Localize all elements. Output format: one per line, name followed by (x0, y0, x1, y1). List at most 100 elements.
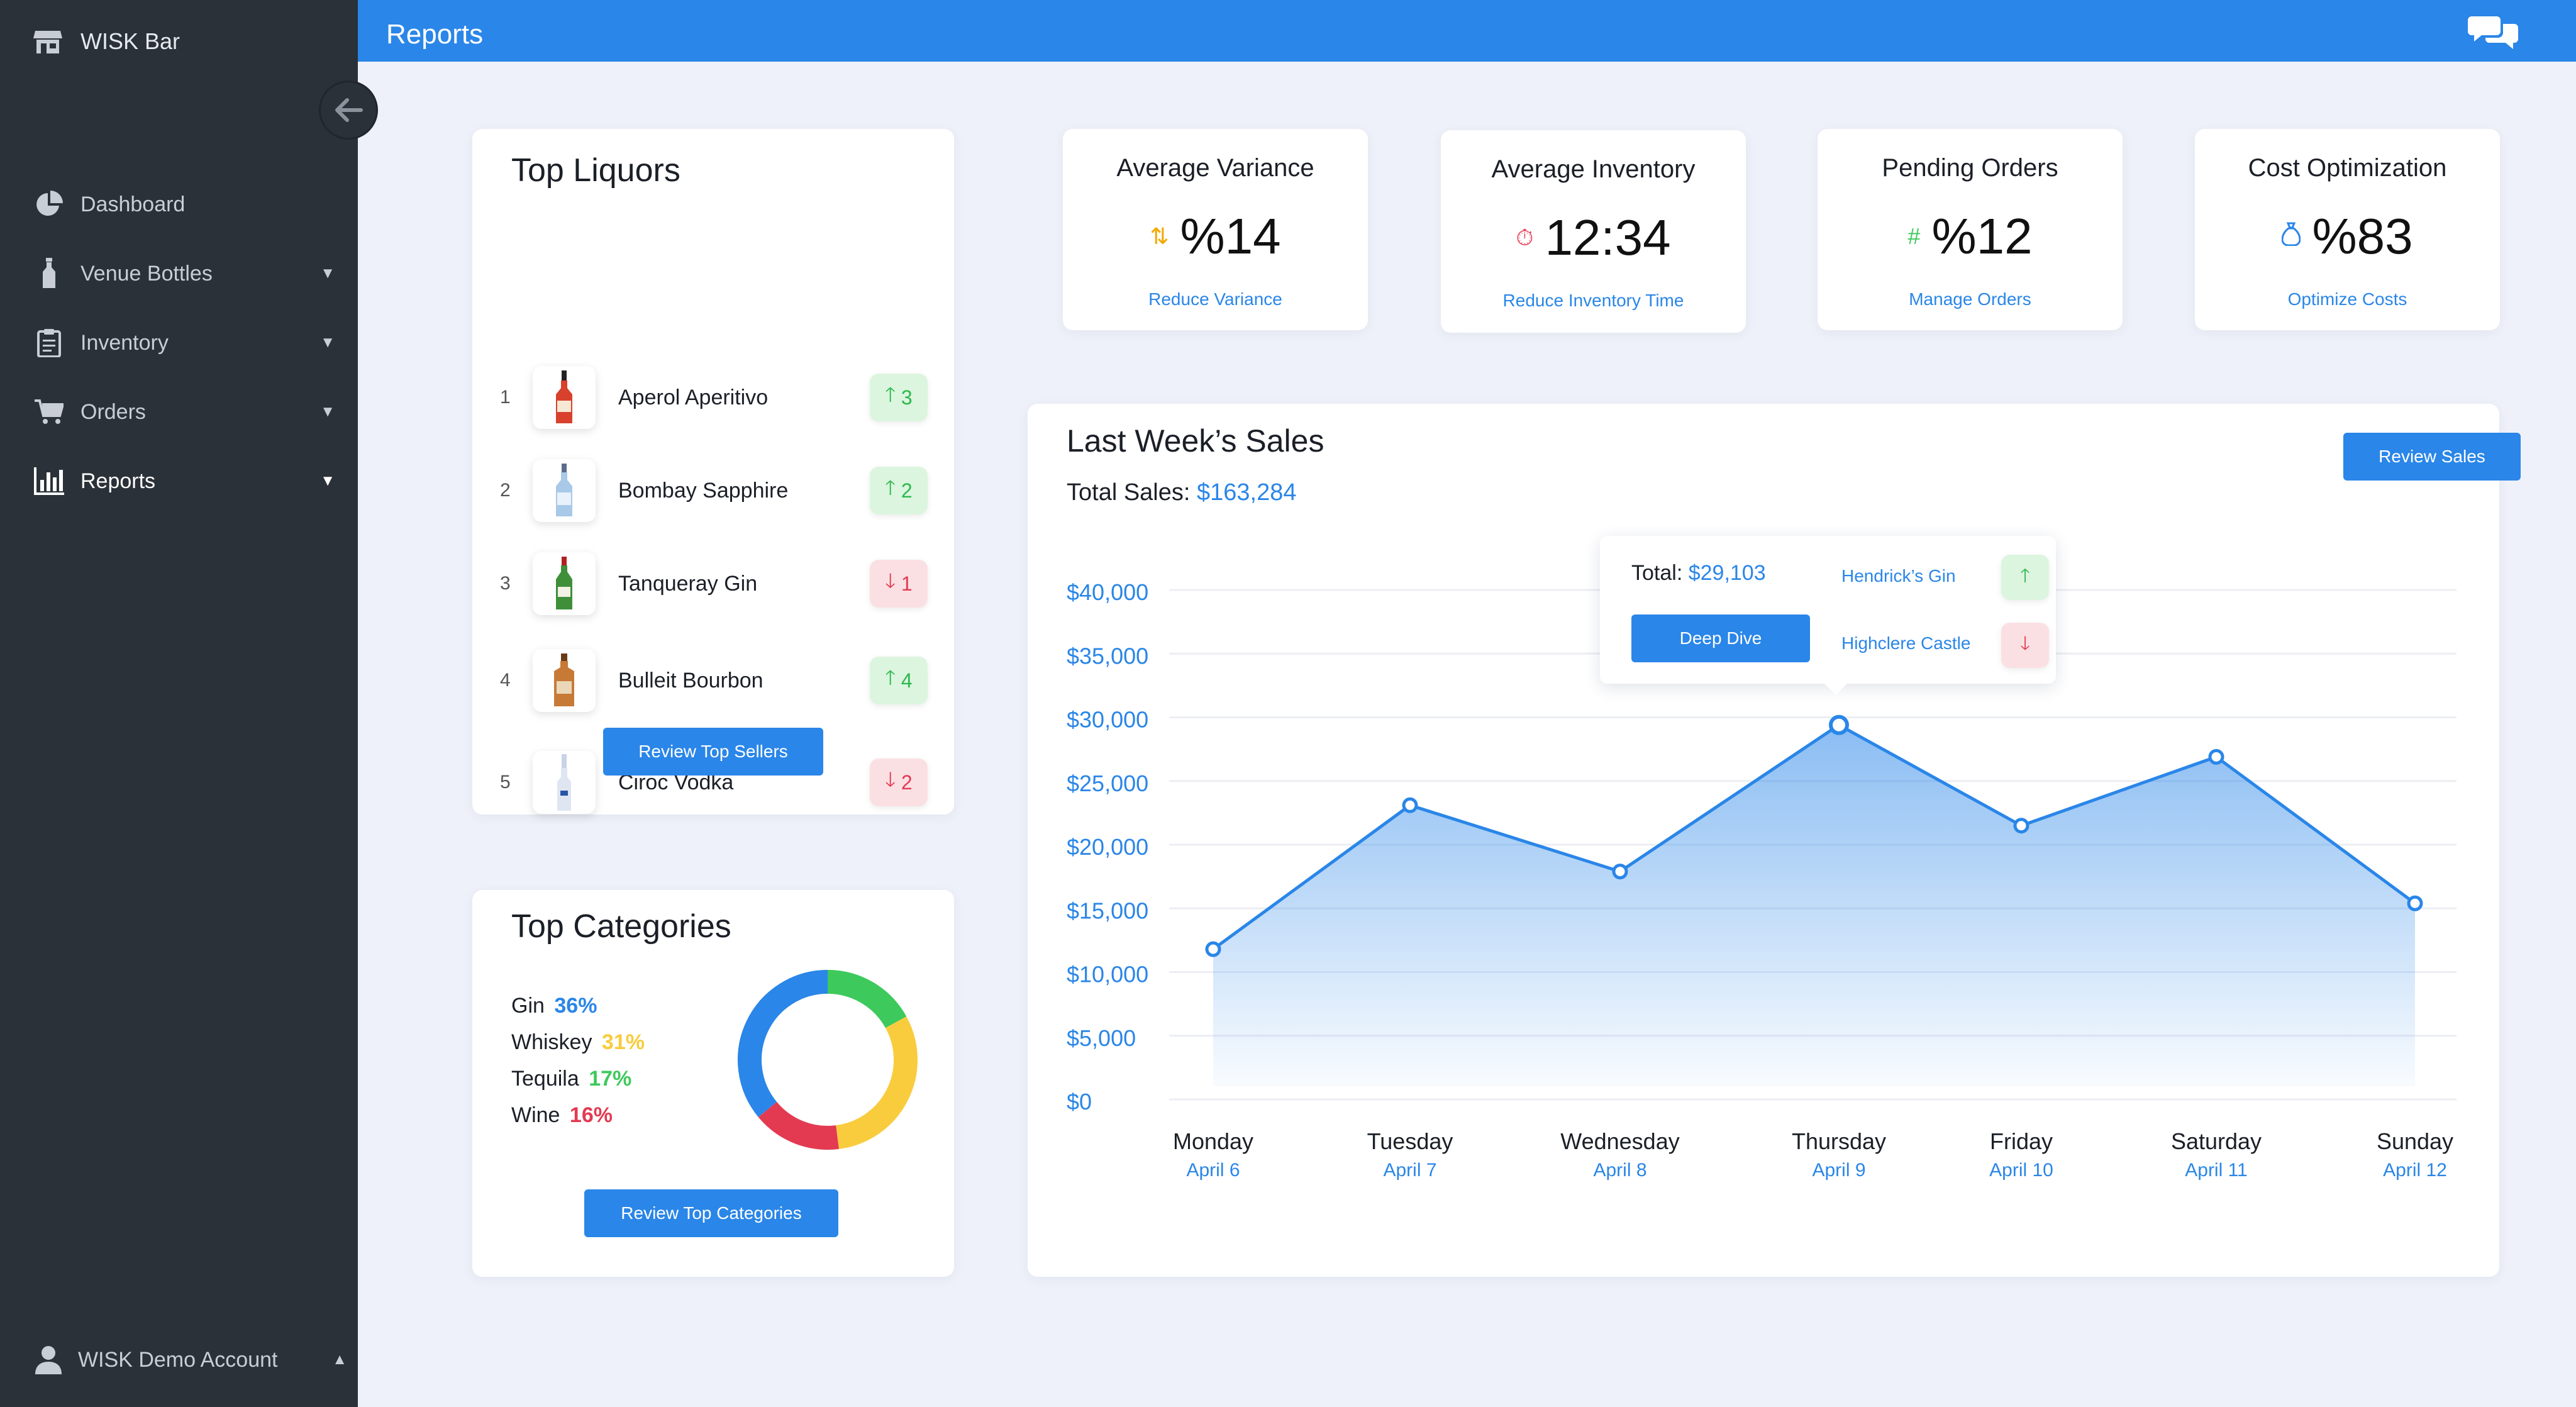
total-sales: Total Sales: $163,284 (1067, 479, 1297, 506)
trend-value: 2 (901, 770, 913, 794)
data-point[interactable] (2208, 748, 2224, 765)
swap-arrows-icon: ⇅ (1150, 223, 1169, 249)
sidebar-item-venue-bottles[interactable]: Venue Bottles ▼ (0, 239, 358, 308)
kpi-card-pending-orders: Pending Orders # %12 Manage Orders (1818, 129, 2123, 330)
rank-number: 4 (500, 670, 511, 691)
data-point[interactable] (1205, 941, 1221, 957)
x-subtick-label: April 7 (1383, 1160, 1436, 1181)
top-categories-card: Top Categories Gin 36% Whiskey 31% Tequi… (472, 890, 954, 1277)
reduce-inventory-time-link[interactable]: Reduce Inventory Time (1502, 291, 1684, 310)
arrow-down-icon: 🡓 (885, 569, 896, 592)
trend-badge: 🡑 2 (870, 467, 928, 514)
sidebar-item-inventory[interactable]: Inventory ▼ (0, 308, 358, 377)
x-tick-label: Friday (1990, 1128, 2053, 1154)
kpi-value-row: %83 (2195, 208, 2500, 265)
caret-up-icon: ▲ (332, 1351, 347, 1368)
user-icon (33, 1344, 64, 1376)
store-icon (33, 26, 63, 57)
list-item[interactable]: 4 Bulleit Bourbon 🡑 4 (500, 646, 928, 715)
kpi-value-row: # %12 (1818, 208, 2123, 265)
donut-slice-gin (738, 970, 828, 1118)
caret-down-icon: ▼ (320, 334, 335, 351)
trend-value: 2 (901, 479, 913, 502)
account-menu[interactable]: WISK Demo Account ▲ (33, 1341, 347, 1379)
sidebar-item-orders[interactable]: Orders ▼ (0, 377, 358, 447)
y-tick-label: $10,000 (1067, 962, 1148, 987)
caret-down-icon: ▼ (320, 472, 335, 489)
tooltip-item-link[interactable]: Highclere Castle (1841, 633, 1971, 653)
liquor-name: Aperol Aperitivo (618, 385, 769, 409)
kpi-title: Cost Optimization (2248, 154, 2447, 182)
category-item: Tequila 17% (511, 1060, 645, 1097)
caret-down-icon: ▼ (320, 265, 335, 282)
sidebar-item-label: Inventory (80, 330, 169, 355)
bottle-image (533, 751, 596, 814)
tooltip-total-label: Total: (1631, 561, 1683, 585)
sidebar-item-label: Reports (80, 469, 156, 493)
kpi-title: Average Variance (1116, 154, 1314, 182)
kpi-value: 12:34 (1545, 209, 1671, 265)
header-bar: Reports (358, 0, 2576, 62)
data-point[interactable] (2013, 818, 2029, 834)
list-item[interactable]: 5 Ciroc Vodka 🡓 2 (500, 748, 928, 817)
list-item[interactable]: 3 Tanqueray Gin 🡓 1 (500, 549, 928, 618)
x-tick-label: Monday (1173, 1128, 1253, 1154)
category-pct: 16% (569, 1103, 613, 1127)
y-tick-label: $25,000 (1067, 770, 1148, 796)
trend-badge: 🡑 4 (870, 657, 928, 704)
trend-value: 4 (901, 669, 913, 692)
category-name: Gin (511, 994, 545, 1018)
x-subtick-label: April 6 (1186, 1160, 1240, 1181)
review-top-sellers-button[interactable]: Review Top Sellers (603, 728, 823, 776)
arrow-up-icon: 🡑 (885, 476, 896, 499)
data-point[interactable] (1612, 864, 1628, 880)
bottle-icon (33, 257, 65, 290)
category-name: Wine (511, 1103, 560, 1127)
card-title: Top Categories (511, 908, 731, 945)
chat-icon[interactable] (2468, 14, 2518, 52)
kpi-value-row: ⏱ 12:34 (1441, 209, 1746, 267)
kpi-card-average-inventory: Average Inventory ⏱ 12:34 Reduce Inventor… (1441, 130, 1746, 333)
tooltip-item-link[interactable]: Hendrick’s Gin (1841, 566, 1956, 586)
hash-icon: # (1907, 223, 1921, 249)
kpi-title: Average Inventory (1491, 155, 1696, 183)
data-point[interactable] (2407, 895, 2423, 911)
bottle-image (533, 459, 596, 522)
kpi-title: Pending Orders (1882, 154, 2058, 182)
list-item[interactable]: 2 Bombay Sapphire 🡑 2 (500, 456, 928, 525)
list-item[interactable]: 1 Aperol Aperitivo 🡑 3 (500, 363, 928, 432)
manage-orders-link[interactable]: Manage Orders (1909, 289, 2031, 309)
bar-chart-icon (33, 465, 65, 498)
tooltip-total: Total: $29,103 (1631, 561, 1766, 586)
donut-slice-tequila (827, 970, 907, 1028)
clipboard-icon (33, 326, 65, 359)
cart-icon (33, 396, 65, 428)
kpi-value: %83 (2312, 208, 2413, 264)
data-point[interactable] (1402, 797, 1418, 813)
category-item: Gin 36% (511, 987, 645, 1024)
reduce-variance-link[interactable]: Reduce Variance (1148, 289, 1282, 309)
x-tick-label: Tuesday (1367, 1128, 1453, 1154)
data-point[interactable] (1829, 715, 1849, 735)
top-liquors-card: Top Liquors 1 Aperol Aperitivo 🡑 3 2 Bom… (472, 129, 954, 815)
arrow-left-icon (335, 98, 363, 122)
kpi-value: %14 (1180, 208, 1281, 264)
collapse-sidebar-button[interactable] (319, 81, 378, 140)
x-tick-label: Thursday (1792, 1128, 1886, 1154)
arrow-up-icon: 🡑 (885, 666, 896, 689)
deep-dive-button[interactable]: Deep Dive (1631, 615, 1810, 662)
category-name: Whiskey (511, 1030, 592, 1054)
x-tick-label: Sunday (2377, 1128, 2453, 1154)
sidebar-item-dashboard[interactable]: Dashboard (0, 170, 358, 239)
trend-badge: 🡓 2 (870, 759, 928, 806)
y-tick-label: $0 (1067, 1089, 1092, 1115)
sidebar-item-label: Dashboard (80, 192, 186, 216)
chart-title: Last Week’s Sales (1067, 423, 1324, 459)
category-pct: 31% (601, 1030, 645, 1054)
review-top-categories-button[interactable]: Review Top Categories (584, 1189, 838, 1237)
review-sales-button[interactable]: Review Sales (2343, 433, 2521, 481)
optimize-costs-link[interactable]: Optimize Costs (2287, 289, 2407, 309)
sidebar-item-label: Orders (80, 399, 146, 424)
venue-switcher[interactable]: WISK Bar (33, 24, 180, 59)
sidebar-item-reports[interactable]: Reports ▼ (0, 447, 358, 516)
